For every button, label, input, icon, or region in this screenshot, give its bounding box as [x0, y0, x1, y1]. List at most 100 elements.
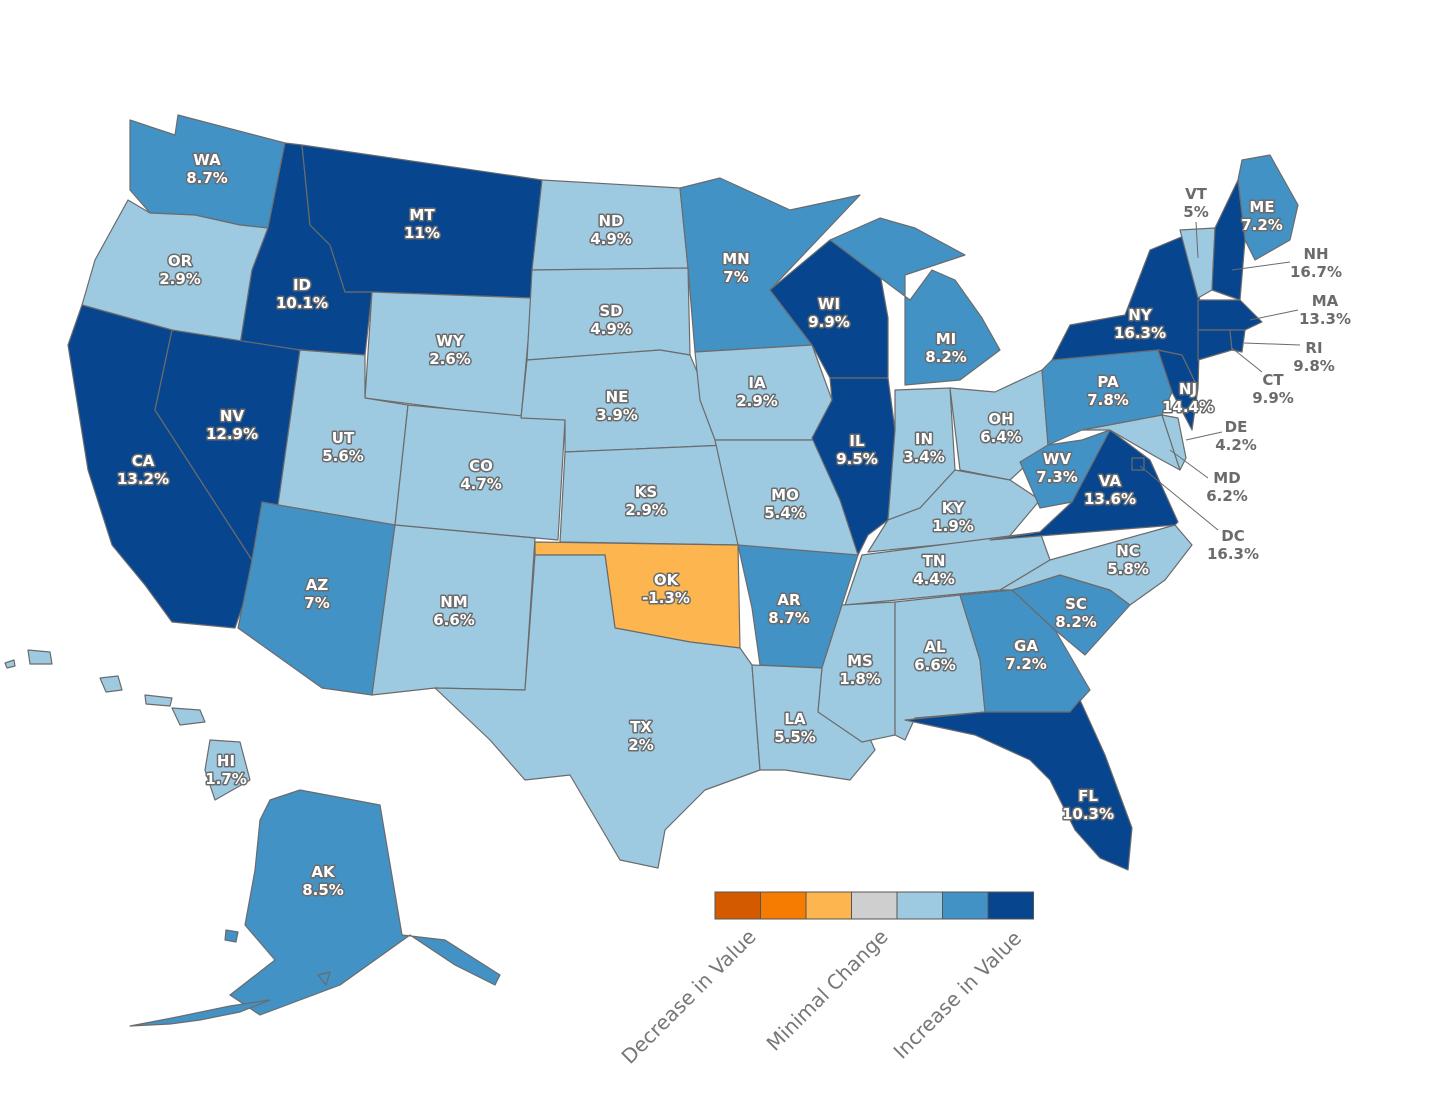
- state-ma[interactable]: [1197, 299, 1263, 331]
- state-code: GA: [1014, 637, 1038, 655]
- state-label-ne: NE 3.9%: [596, 388, 638, 424]
- state-label-in: IN 3.4%: [903, 430, 945, 466]
- state-code: CT: [1262, 371, 1284, 389]
- state-va[interactable]: [989, 429, 1179, 541]
- state-label-ks: KS 2.9%: [625, 483, 667, 519]
- state-ak-island: [129, 999, 271, 1027]
- state-label-mt: MT 11%: [404, 206, 440, 242]
- legend-label-minimal: Minimal Change: [762, 925, 893, 1056]
- state-code: NM: [440, 593, 467, 611]
- state-label-ct: CT 9.9%: [1252, 371, 1294, 407]
- state-labels: WA 8.7% OR 2.9% CA 13.2% ID 10.1% NV 12.9% MT…: [115, 150, 1351, 901]
- state-value: 4.9%: [590, 320, 632, 338]
- state-code: HI: [217, 752, 235, 770]
- state-value: 9.8%: [1293, 357, 1335, 375]
- state-ky[interactable]: [867, 469, 1041, 553]
- state-code: FL: [1078, 787, 1098, 805]
- state-co[interactable]: [394, 404, 566, 541]
- state-code: NY: [1128, 306, 1153, 324]
- state-value: 5.8%: [1107, 560, 1149, 578]
- state-value: 6.6%: [914, 656, 956, 674]
- legend-swatch-increase-strong: [987, 891, 1034, 920]
- state-value: 6.4%: [980, 428, 1022, 446]
- state-value: 1.8%: [839, 670, 881, 688]
- state-label-ri: RI 9.8%: [1293, 339, 1335, 375]
- state-value: 13.2%: [117, 470, 169, 488]
- state-label-or: OR 2.9%: [159, 252, 201, 288]
- state-code: KS: [635, 483, 657, 501]
- state-fl[interactable]: [904, 699, 1133, 871]
- state-value: 7.2%: [1005, 655, 1047, 673]
- state-value: 3.9%: [596, 406, 638, 424]
- state-label-nd: ND 4.9%: [590, 212, 632, 248]
- state-nc[interactable]: [999, 524, 1193, 606]
- state-value: 6.6%: [433, 611, 475, 629]
- state-code: AL: [924, 638, 946, 656]
- state-value: 16.7%: [1290, 263, 1342, 281]
- state-value: 2.9%: [159, 270, 201, 288]
- state-code: CA: [132, 452, 155, 470]
- state-value: 8.7%: [768, 609, 810, 627]
- state-value: 16.3%: [1114, 324, 1166, 342]
- state-label-mi: MI 8.2%: [925, 330, 967, 366]
- state-mi[interactable]: [829, 217, 1001, 386]
- state-de[interactable]: [1161, 414, 1187, 471]
- state-value: 11%: [404, 224, 440, 242]
- state-code: KY: [942, 499, 966, 517]
- state-label-ak: AK 8.5%: [302, 863, 344, 899]
- state-label-tx: TX 2%: [628, 718, 653, 754]
- state-value: 9.9%: [1252, 389, 1294, 407]
- state-label-id: ID 10.1%: [276, 276, 328, 312]
- state-ri[interactable]: [1229, 329, 1246, 353]
- state-code: ID: [293, 276, 311, 294]
- state-hi-island: [99, 675, 123, 693]
- state-code: SC: [1065, 595, 1087, 613]
- state-hi[interactable]: [204, 739, 251, 801]
- state-ak[interactable]: [229, 789, 501, 1016]
- state-label-nm: NM 6.6%: [433, 593, 475, 629]
- state-value: 9.9%: [808, 313, 850, 331]
- state-il[interactable]: [811, 377, 896, 556]
- state-code: OH: [988, 410, 1013, 428]
- state-label-de: DE 4.2%: [1215, 418, 1257, 454]
- state-ct[interactable]: [1197, 329, 1233, 361]
- state-label-nj: NJ 14.4%: [1162, 380, 1214, 416]
- state-code: NE: [606, 388, 629, 406]
- state-value: 9.5%: [836, 450, 878, 468]
- state-label-ga: GA 7.2%: [1005, 637, 1047, 673]
- state-value: 2.6%: [429, 350, 471, 368]
- state-value: 5%: [1183, 203, 1208, 221]
- legend-label-decrease: Decrease in Value: [617, 925, 761, 1069]
- state-label-ca: CA 13.2%: [117, 452, 169, 488]
- legend-swatch-increase: [942, 891, 989, 920]
- state-code: MT: [409, 206, 435, 224]
- state-code: AK: [311, 863, 336, 881]
- state-label-fl: FL 10.3%: [1062, 787, 1114, 823]
- state-code: MO: [771, 486, 799, 504]
- state-hi-island: [4, 659, 16, 669]
- state-value: 4.7%: [460, 475, 502, 493]
- state-value: 8.2%: [925, 348, 967, 366]
- state-code: NV: [220, 407, 245, 425]
- state-ak-island: [317, 971, 331, 986]
- state-code: IN: [915, 430, 933, 448]
- state-tx[interactable]: [434, 554, 761, 869]
- state-value: 7%: [304, 594, 329, 612]
- state-me[interactable]: [1237, 154, 1299, 261]
- state-code: NC: [1116, 542, 1140, 560]
- state-code: VT: [1185, 185, 1208, 203]
- state-code: TN: [923, 552, 946, 570]
- state-value: 4.9%: [590, 230, 632, 248]
- state-nh[interactable]: [1211, 179, 1246, 301]
- state-hi-island: [144, 694, 173, 707]
- state-code: ND: [598, 212, 623, 230]
- state-label-sd: SD 4.9%: [590, 302, 632, 338]
- state-value: 5.5%: [774, 728, 816, 746]
- state-label-ar: AR 8.7%: [768, 591, 810, 627]
- state-code: VA: [1099, 472, 1122, 490]
- state-label-mo: MO 5.4%: [764, 486, 806, 522]
- state-label-pa: PA 7.8%: [1087, 373, 1129, 409]
- state-code: IL: [849, 432, 865, 450]
- state-code: NJ: [1179, 380, 1197, 398]
